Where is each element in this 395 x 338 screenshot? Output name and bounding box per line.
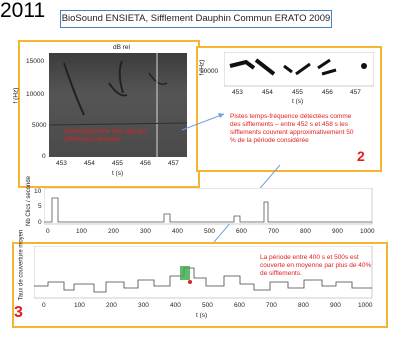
slide-title: BioSound ENSIETA, Sifflement Dauphin Com…: [60, 10, 332, 28]
coverage-xtick: 400: [170, 302, 181, 309]
tracks-xtick: 457: [350, 89, 361, 96]
year-label: 2011: [0, 0, 46, 22]
clicks-xtick: 100: [76, 228, 87, 235]
spectrogram-ytick: 10000: [26, 91, 45, 98]
panel-3-number: 3: [14, 304, 23, 321]
coverage-xtick: 0: [42, 302, 46, 309]
spectrogram-xtick: 453: [56, 160, 67, 167]
tracks-xlabel: t (s): [292, 98, 304, 105]
panel-2-number: 2: [357, 148, 365, 164]
tracks-ytick: 10000: [200, 68, 219, 75]
clicks-ytick: 10: [34, 188, 42, 195]
coverage-xtick: 1000: [358, 302, 373, 309]
coverage-plot: [34, 246, 373, 299]
spectrogram-ytick: 5000: [32, 122, 47, 129]
coverage-xtick: 200: [106, 302, 117, 309]
clicks-xtick: 200: [108, 228, 119, 235]
clicks-xtick: 500: [204, 228, 215, 235]
clicks-xtick: 1000: [360, 228, 375, 235]
coverage-xtick: 800: [298, 302, 309, 309]
connector-arrow: [181, 113, 225, 131]
clicks-xtick: 900: [332, 228, 343, 235]
spectrogram-image: [48, 53, 188, 157]
clicks-plot: [44, 188, 373, 225]
coverage-xtick: 300: [138, 302, 149, 309]
spectrogram-note: Spectrogramme des signaux - sifflements …: [64, 128, 151, 143]
tracks-note: Pistes temps-fréquence détectées comme d…: [230, 113, 354, 144]
clicks-xtick: 700: [268, 228, 279, 235]
spectrogram-xtick: 455: [112, 160, 123, 167]
coverage-xtick: 600: [234, 302, 245, 309]
clicks-xtick: 400: [172, 228, 183, 235]
tracks-xtick: 455: [292, 89, 303, 96]
spectrogram-xtick: 454: [84, 160, 95, 167]
clicks-ytick: 5: [38, 203, 42, 210]
tracks-plot: [224, 52, 374, 87]
coverage-ylabel: Taux de couverture moyen: [18, 229, 25, 301]
tracks-xtick: 453: [232, 89, 243, 96]
spectrogram-xtick: 456: [140, 160, 151, 167]
coverage-note: La période entre 400 s et 500s est couve…: [260, 254, 372, 277]
clicks-xtick: 800: [300, 228, 311, 235]
spectrogram-traces: [48, 53, 188, 157]
spectrogram-ytick: 15000: [26, 58, 45, 65]
clicks-ylabel: Nb Clics / seconde: [26, 175, 33, 227]
coverage-xtick: 700: [266, 302, 277, 309]
spectrogram-xlabel: t (s): [112, 170, 124, 177]
spectrogram-header: dB rel: [113, 44, 130, 51]
tracks-xtick: 456: [322, 89, 333, 96]
coverage-xlabel: t (s): [196, 312, 208, 319]
spectrogram-xtick: 457: [168, 160, 179, 167]
clicks-ytick: 0: [38, 219, 42, 226]
spectrogram-ytick: 0: [42, 153, 46, 160]
tracks-xtick: 454: [262, 89, 273, 96]
coverage-xtick: 900: [330, 302, 341, 309]
coverage-xtick: 100: [74, 302, 85, 309]
clicks-xtick: 600: [236, 228, 247, 235]
clicks-xtick: 0: [46, 228, 50, 235]
coverage-xtick: 500: [202, 302, 213, 309]
spectrogram-ylabel: f (Hz): [12, 87, 20, 104]
clicks-xtick: 300: [140, 228, 151, 235]
